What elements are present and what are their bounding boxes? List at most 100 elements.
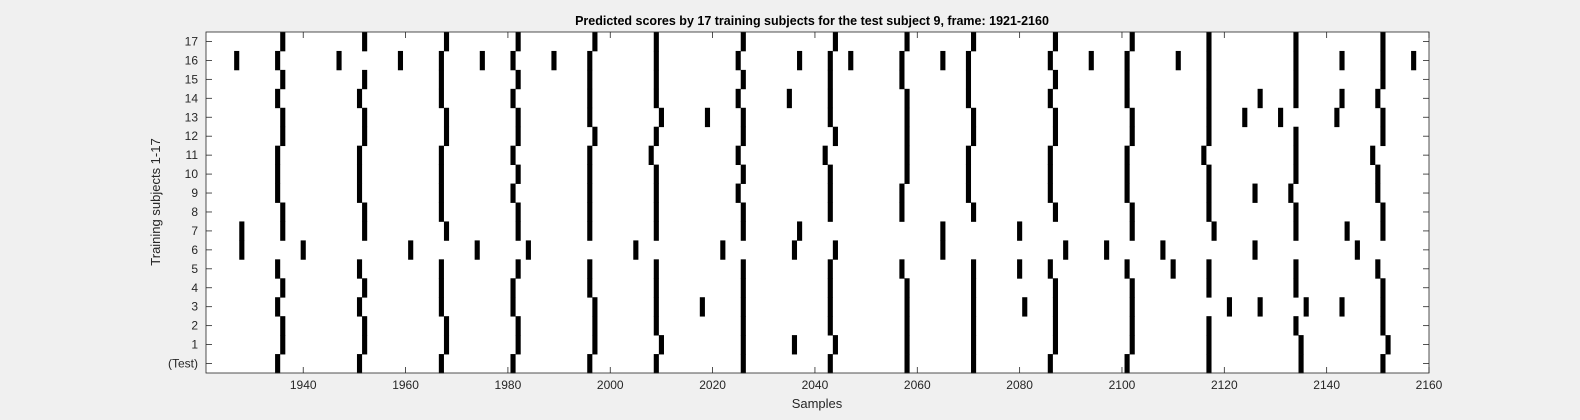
mark-row0-3	[510, 354, 516, 374]
mark-row1-14	[1298, 335, 1304, 355]
mark-row3-6	[699, 297, 705, 317]
mark-row4-5	[653, 278, 659, 298]
mark-row10-12	[1206, 164, 1212, 184]
mark-row10-13	[1293, 164, 1299, 184]
mark-row15-6	[740, 69, 746, 90]
mark-row0-11	[1124, 354, 1130, 374]
x-tick-label-5: 2040	[802, 378, 829, 392]
y-tick-label-14: 14	[185, 91, 199, 105]
mark-row3-2	[438, 297, 444, 317]
mark-row17-4	[592, 32, 598, 52]
mark-row5-2	[438, 259, 444, 279]
mark-row13-13	[1206, 107, 1212, 128]
mark-row2-7	[827, 316, 833, 336]
mark-row1-8	[832, 335, 838, 355]
marks-layer	[234, 32, 1417, 374]
mark-row1-12	[1129, 335, 1135, 355]
mark-row5-5	[653, 259, 659, 279]
mark-row4-14	[1380, 278, 1386, 298]
mark-row9-11	[1124, 183, 1130, 203]
mark-row13-7	[740, 107, 746, 128]
mark-row11-11	[1124, 145, 1130, 166]
mark-row2-14	[1380, 316, 1386, 336]
mark-row17-6	[740, 32, 746, 52]
mark-row10-3	[515, 164, 521, 184]
mark-row3-14	[1226, 297, 1232, 317]
mark-row15-7	[827, 69, 833, 90]
mark-row13-17	[1380, 107, 1386, 128]
mark-row3-3	[510, 297, 516, 317]
mark-row1-13	[1206, 335, 1212, 355]
mark-row13-3	[515, 107, 521, 128]
mark-row12-3	[515, 126, 521, 147]
mark-row13-1	[362, 107, 368, 128]
mark-row6-14	[1354, 240, 1360, 260]
plot-area	[206, 32, 1429, 373]
mark-row1-4	[592, 335, 598, 355]
x-tick-label-6: 2060	[904, 378, 931, 392]
mark-row6-6	[720, 240, 726, 260]
mark-row16-6	[510, 50, 516, 71]
mark-row10-5	[653, 164, 659, 184]
mark-row14-10	[965, 88, 972, 109]
mark-row2-12	[1206, 316, 1212, 336]
mark-row10-1	[356, 164, 363, 184]
mark-row8-10	[1052, 202, 1059, 222]
x-axis-label: Samples	[792, 396, 843, 411]
mark-row16-20	[1175, 50, 1181, 71]
mark-row2-2	[443, 316, 450, 336]
mark-row16-10	[735, 50, 741, 71]
x-tick-label-9: 2120	[1211, 378, 1238, 392]
mark-row0-8	[904, 354, 910, 374]
mark-row2-1	[362, 316, 368, 336]
mark-row17-12	[1206, 32, 1212, 52]
mark-row5-7	[827, 259, 833, 279]
mark-row4-8	[904, 278, 910, 298]
mark-row16-24	[1380, 50, 1386, 71]
mark-row13-10	[971, 107, 977, 128]
mark-row15-1	[362, 69, 368, 90]
mark-row6-2	[408, 240, 414, 260]
mark-row5-16	[1375, 259, 1381, 279]
mark-row17-9	[971, 32, 977, 52]
x-tick-label-4: 2020	[699, 378, 726, 392]
y-tick-label-12: 12	[185, 129, 199, 143]
mark-row3-18	[1380, 297, 1386, 317]
mark-row3-11	[1022, 297, 1028, 317]
mark-row3-5	[653, 297, 659, 317]
mark-row6-4	[525, 240, 531, 260]
mark-row5-12	[1124, 259, 1130, 279]
mark-row2-13	[1293, 316, 1299, 336]
mark-row7-9	[940, 221, 946, 241]
mark-row16-0	[234, 50, 240, 71]
mark-row8-7	[827, 202, 833, 222]
mark-row16-18	[1088, 50, 1094, 71]
x-tick-label-0: 1940	[290, 378, 317, 392]
mark-row7-4	[515, 221, 521, 241]
mark-row17-3	[515, 32, 521, 52]
mark-row10-14	[1375, 164, 1381, 184]
mark-row0-2	[438, 354, 444, 374]
mark-row5-1	[356, 259, 363, 279]
mark-row11-13	[1293, 145, 1299, 166]
mark-row14-9	[904, 88, 910, 109]
mark-row9-13	[1252, 183, 1258, 203]
mark-row17-1	[362, 32, 368, 52]
mark-row0-5	[653, 354, 659, 374]
mark-row1-5	[658, 335, 664, 355]
mark-row3-1	[356, 297, 363, 317]
mark-row13-12	[1129, 107, 1135, 128]
mark-row10-0	[275, 164, 281, 184]
mark-row14-7	[786, 88, 792, 109]
mark-row17-10	[1052, 32, 1059, 52]
mark-row0-0	[275, 354, 281, 374]
mark-row17-7	[832, 32, 838, 52]
mark-row6-1	[300, 240, 306, 260]
mark-row15-13	[1293, 69, 1299, 90]
mark-row16-12	[827, 50, 833, 71]
mark-row15-10	[1052, 69, 1059, 90]
mark-row12-10	[1052, 126, 1059, 147]
y-tick-label-11: 11	[186, 148, 199, 162]
mark-row4-10	[1052, 278, 1059, 298]
mark-row8-1	[362, 202, 368, 222]
